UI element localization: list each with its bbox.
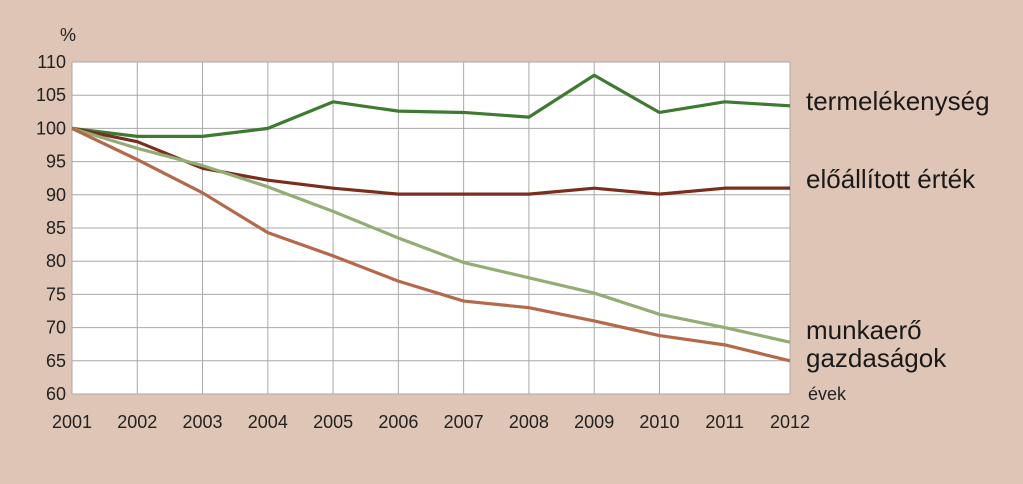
series-label-eloallitott-ertek: előállított érték bbox=[806, 164, 976, 194]
series-label-termelekenyseg: termelékenység bbox=[806, 86, 990, 116]
y-tick-label: 95 bbox=[46, 152, 66, 172]
y-axis-ticks: 60 65 70 75 80 85 90 95 100 105 110 bbox=[36, 52, 66, 404]
x-axis-label: évek bbox=[808, 384, 847, 404]
y-tick-label: 75 bbox=[46, 284, 66, 304]
x-axis-ticks: 2001 2002 2003 2004 2005 2006 2007 2008 2009 2010… bbox=[52, 412, 810, 432]
series-label-munkaero: munkaerő bbox=[806, 315, 922, 345]
y-tick-label: 70 bbox=[46, 318, 66, 338]
y-tick-label: 60 bbox=[46, 384, 66, 404]
y-tick-label: 110 bbox=[37, 52, 66, 72]
y-axis-label: % bbox=[60, 25, 76, 45]
x-tick-label: 2005 bbox=[313, 412, 353, 432]
x-tick-label: 2004 bbox=[248, 412, 288, 432]
series-line-1 bbox=[71, 73, 791, 138]
series-line-3 bbox=[71, 126, 791, 344]
x-tick-label: 2010 bbox=[639, 412, 679, 432]
x-tick-label: 2009 bbox=[574, 412, 614, 432]
series-lines bbox=[71, 73, 791, 363]
y-tick-label: 65 bbox=[46, 351, 66, 371]
x-tick-label: 2011 bbox=[705, 412, 744, 432]
x-tick-label: 2012 bbox=[770, 412, 810, 432]
x-tick-label: 2006 bbox=[378, 412, 418, 432]
x-tick-label: 2003 bbox=[183, 412, 223, 432]
x-tick-label: 2002 bbox=[117, 412, 157, 432]
series-label-gazdasagok: gazdaságok bbox=[806, 343, 947, 373]
y-tick-label: 80 bbox=[46, 251, 66, 271]
x-tick-label: 2007 bbox=[444, 412, 484, 432]
y-tick-label: 90 bbox=[46, 185, 66, 205]
x-tick-label: 2008 bbox=[509, 412, 549, 432]
x-tick-label: 2001 bbox=[52, 412, 92, 432]
y-tick-label: 85 bbox=[46, 218, 66, 238]
series-line-4 bbox=[71, 126, 791, 363]
y-tick-label: 100 bbox=[36, 118, 66, 138]
y-tick-label: 105 bbox=[36, 85, 66, 105]
